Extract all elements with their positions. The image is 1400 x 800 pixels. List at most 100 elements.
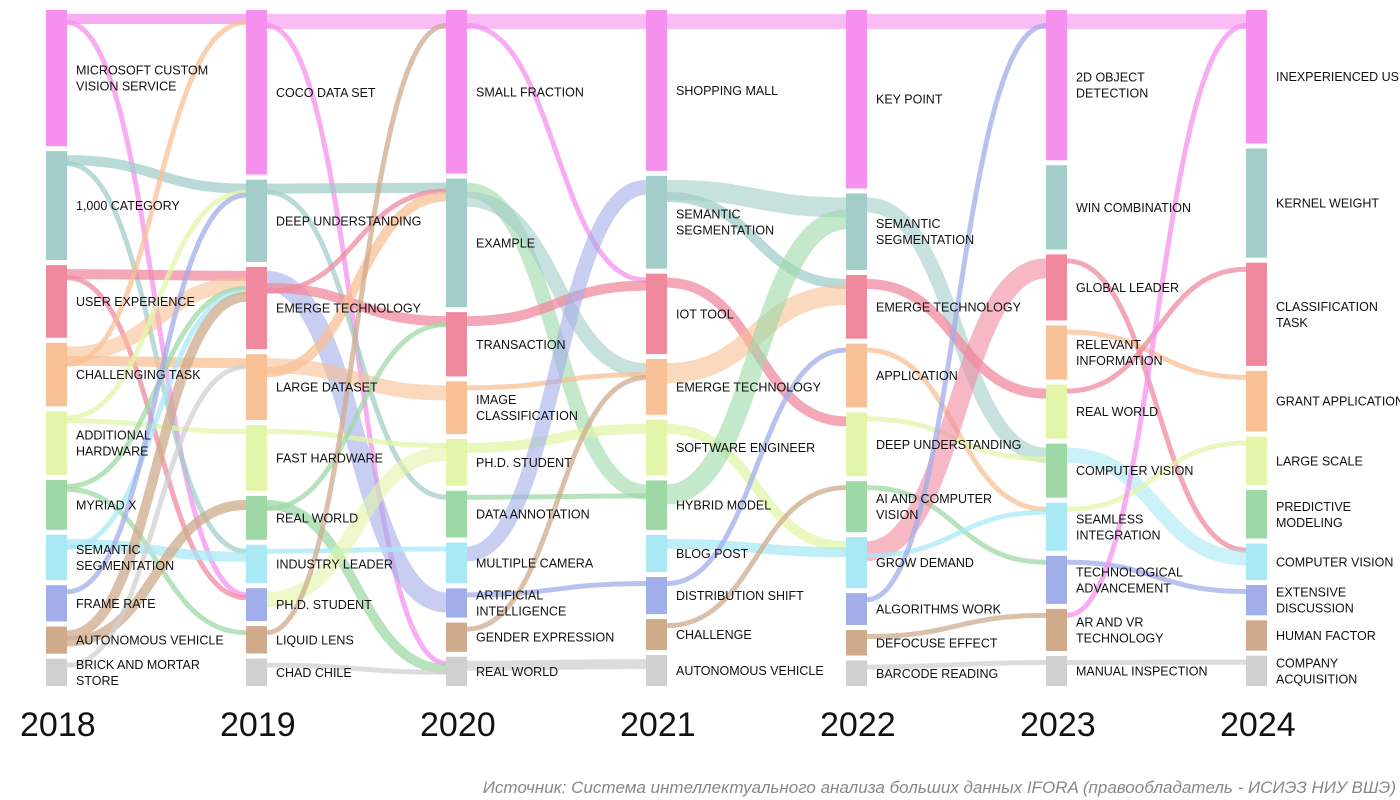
topic-node-label: SMALL FRACTION [476, 85, 584, 99]
topic-node-label: REAL WORLD [276, 511, 358, 525]
year-axis: 2018 2019 2020 2021 2022 2023 2024 [20, 706, 1296, 744]
flow-link [1066, 258, 1247, 553]
flow-link [666, 485, 847, 629]
topic-node-bar [1046, 384, 1067, 439]
year-label: 2021 [620, 706, 696, 744]
topic-node-bar [46, 626, 67, 654]
flow-link [66, 275, 247, 601]
flow-link [66, 486, 247, 636]
year-label: 2018 [20, 706, 96, 744]
topic-node-label: MICROSOFT CUSTOM VISION SERVICE [76, 64, 208, 94]
topic-node-label: LARGE DATASET [276, 381, 378, 395]
topic-node-label: REAL WORLD [1076, 405, 1158, 419]
topic-node-label: DEEP UNDERSTANDING [876, 438, 1021, 452]
topic-node-bar [246, 10, 267, 175]
topic-node-label: TRANSACTION [476, 338, 566, 352]
topic-node-label: APPLICATION [876, 369, 958, 383]
topic-node-bar [446, 178, 467, 308]
topic-node-bar [446, 622, 467, 652]
topic-node-bar [46, 534, 67, 581]
topic-node-label: INDUSTRY LEADER [276, 558, 393, 572]
topic-node-bar [46, 151, 67, 261]
topic-node-label: IOT TOOL [676, 307, 734, 321]
flow-link [1066, 440, 1247, 512]
topic-node-bar [1246, 584, 1267, 616]
flow-link [66, 269, 247, 281]
topic-node-label: EMERGE TECHNOLOGY [676, 380, 822, 394]
topic-node-label: AI AND COMPUTER VISION [876, 492, 992, 522]
topic-node-bar [246, 626, 267, 654]
source-note: Источник: Система интеллектуального анал… [482, 778, 1396, 797]
topic-node-label: 1,000 CATEGORY [76, 199, 180, 213]
flow-link [1066, 329, 1247, 380]
topic-node-bar [246, 588, 267, 622]
topic-node-bar [246, 179, 267, 262]
topic-node-label: COMPUTER VISION [1076, 464, 1193, 478]
topic-node-label: SEMANTIC SEGMENTATION [76, 543, 174, 573]
topic-node-label: ARTIFICIAL INTELLIGENCE [476, 588, 566, 618]
topic-node-bar [846, 537, 867, 589]
topic-node-bar [646, 175, 667, 269]
topic-node-label: SHOPPING MALL [676, 84, 778, 98]
topic-node-label: EMERGE TECHNOLOGY [876, 300, 1022, 314]
flow-link [866, 509, 1047, 559]
flow-link [666, 347, 847, 587]
topic-node-label: EXTENSIVE DISCUSSION [1276, 586, 1354, 616]
topic-node-label: AUTONOMOUS VEHICLE [676, 664, 824, 678]
flow-link [66, 355, 247, 369]
topic-node-bar [246, 425, 267, 491]
topic-node-bar [646, 577, 667, 615]
topic-node-label: 2D OBJECT DETECTION [1076, 71, 1148, 101]
topic-node-bar [1246, 148, 1267, 258]
flow-link [866, 659, 1047, 670]
flow-link [266, 445, 447, 608]
topic-node-bar [246, 495, 267, 540]
topic-node-label: CLASSIFICATION TASK [1276, 300, 1378, 330]
topic-node-label: SEMANTIC SEGMENTATION [876, 217, 974, 247]
topic-node-bar [646, 273, 667, 355]
flow-link [866, 612, 1047, 640]
flow-link [66, 291, 247, 641]
topic-node-bar [1246, 436, 1267, 486]
topic-node-bar [1246, 370, 1267, 432]
topic-node-bar [446, 438, 467, 486]
topic-node-label: SEMANTIC SEGMENTATION [676, 208, 774, 238]
flow-link [665, 209, 848, 505]
topic-node-label: DEEP UNDERSTANDING [276, 214, 421, 228]
topic-node-label: DATA ANNOTATION [476, 508, 590, 522]
topic-node-bar [446, 542, 467, 584]
topic-node-label: BARCODE READING [876, 667, 998, 681]
flow-link [266, 188, 447, 294]
topic-node-bar [1246, 620, 1267, 651]
topic-node-bar [1246, 655, 1267, 686]
flow-link [1066, 447, 1247, 566]
topic-node-label: GLOBAL LEADER [1076, 281, 1179, 295]
topic-node-label: EXAMPLE [476, 236, 535, 250]
topic-node-bar [846, 593, 867, 626]
flow-link [466, 423, 647, 453]
topic-node-bar [246, 658, 267, 686]
year-label: 2023 [1020, 706, 1096, 744]
flow-link [466, 280, 647, 327]
flow-link [266, 322, 447, 511]
flow-link [666, 179, 847, 218]
topic-node-bar [446, 381, 467, 434]
topic-node-label: PH.D. STUDENT [276, 598, 372, 612]
topic-node-label: CHALLENGE [676, 628, 752, 642]
topic-node-bar [246, 544, 267, 584]
topic-node-label: CHAD CHILE [276, 666, 352, 680]
topic-node-label: PH.D. STUDENT [476, 456, 572, 470]
topic-node-label: FRAME RATE [76, 597, 156, 611]
topic-node-bar [1246, 10, 1267, 144]
flow-link [266, 182, 447, 194]
topic-node-label: TECHNOLOGICAL ADVANCEMENT [1076, 565, 1183, 595]
flow-link [1066, 23, 1247, 618]
topic-node-bar [646, 534, 667, 573]
topic-node-bar [46, 265, 67, 338]
topic-node-bar [846, 660, 867, 686]
topic-node-bar [246, 354, 267, 421]
topic-node-bar [46, 658, 67, 686]
flow-link [266, 429, 447, 448]
topic-node-label: IMAGE CLASSIFICATION [476, 393, 578, 423]
topic-node-label: BLOG POST [676, 547, 749, 561]
